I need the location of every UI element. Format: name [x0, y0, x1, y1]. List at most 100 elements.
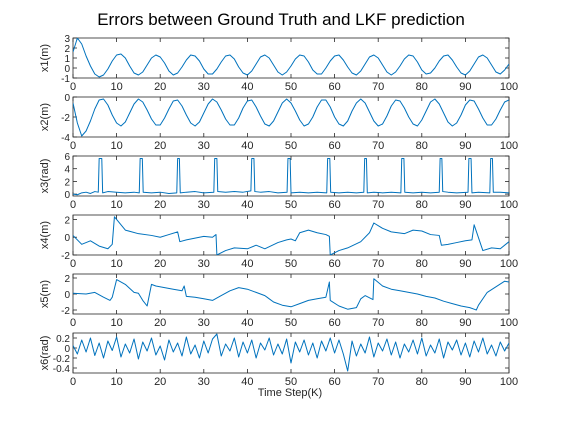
- y-tick-label-x6: -0.4: [53, 364, 71, 375]
- x-tick-label-x2: 60: [328, 140, 340, 152]
- x-tick-label-x4: 0: [70, 258, 76, 270]
- x-tick-label-x4: 70: [372, 258, 384, 270]
- y-tick-label-x5: 0: [64, 290, 70, 301]
- x-tick-label-x6: 100: [500, 376, 518, 388]
- x-tick-label-x5: 30: [198, 317, 210, 329]
- y-tick-label-x3: 0: [64, 190, 70, 201]
- x-tick-label-x3: 70: [372, 199, 384, 211]
- x-tick-label-x1: 70: [372, 81, 384, 93]
- axes-box-x6: [72, 332, 510, 374]
- x-tick-label-x4: 90: [459, 258, 471, 270]
- series-line-x1: [73, 38, 509, 78]
- x-tick-label-x2: 80: [416, 140, 428, 152]
- series-line-x6: [73, 333, 509, 372]
- series-line-x4: [73, 216, 509, 255]
- x-tick-label-x6: 0: [70, 376, 76, 388]
- x-tick-label-x5: 100: [500, 317, 518, 329]
- x-tick-label-x1: 90: [459, 81, 471, 93]
- y-tick-label-x2: -2: [61, 113, 70, 124]
- x-axis-label: Time Step(K): [258, 387, 322, 399]
- chart-title: Errors between Ground Truth and LKF pred…: [97, 10, 465, 29]
- x-tick-label-x2: 90: [459, 140, 471, 152]
- y-tick-label-x1: 3: [64, 34, 70, 45]
- y-axis-label-x3: x3(rad): [39, 159, 51, 194]
- x-tick-label-x6: 80: [416, 376, 428, 388]
- y-tick-label-x5: 2: [64, 274, 70, 285]
- y-axis-label-x2: x2(m): [39, 103, 51, 131]
- y-axis-label-x6: x6(rad): [39, 336, 51, 371]
- y-tick-label-x6: 0.2: [56, 334, 70, 345]
- y-tick-label-x1: 2: [64, 44, 70, 55]
- x-tick-label-x4: 80: [416, 258, 428, 270]
- x-tick-label-x5: 60: [328, 317, 340, 329]
- y-tick-label-x3: 4: [64, 165, 70, 176]
- y-tick-label-x2: -4: [61, 133, 70, 144]
- x-tick-label-x5: 20: [154, 317, 166, 329]
- x-tick-label-x1: 40: [241, 81, 253, 93]
- y-tick-label-x1: -1: [61, 74, 70, 85]
- x-tick-label-x1: 30: [198, 81, 210, 93]
- series-line-x2: [73, 98, 509, 137]
- x-tick-label-x4: 50: [285, 258, 297, 270]
- x-tick-label-x1: 10: [110, 81, 122, 93]
- x-tick-label-x1: 0: [70, 81, 76, 93]
- y-tick-label-x3: 2: [64, 177, 70, 188]
- x-tick-label-x5: 90: [459, 317, 471, 329]
- axes-box-x1: [72, 37, 510, 79]
- x-tick-label-x6: 60: [328, 376, 340, 388]
- axes-box-x4: [72, 214, 510, 256]
- x-tick-label-x1: 80: [416, 81, 428, 93]
- x-tick-label-x1: 60: [328, 81, 340, 93]
- x-tick-label-x6: 30: [198, 376, 210, 388]
- y-axis-label-x5: x5(m): [39, 280, 51, 308]
- subplot-x2: 0 10 20 30 40 50 60 70 80 90 100 -4 -2 0 x2(m): [39, 93, 518, 152]
- x-tick-label-x1: 20: [154, 81, 166, 93]
- y-tick-label-x6: 0: [64, 344, 70, 355]
- y-tick-label-x5: -2: [61, 306, 70, 317]
- x-tick-label-x5: 70: [372, 317, 384, 329]
- series-line-x5: [73, 278, 509, 311]
- y-tick-label-x3: 6: [64, 152, 70, 163]
- x-tick-label-x3: 50: [285, 199, 297, 211]
- subplot-x6: 0 10 20 30 40 50 60 70 80 90 100-0.4-0.200.2x6(rad…: [39, 332, 518, 388]
- x-tick-label-x6: 20: [154, 376, 166, 388]
- x-tick-label-x3: 30: [198, 199, 210, 211]
- x-tick-label-x4: 60: [328, 258, 340, 270]
- x-tick-label-x2: 40: [241, 140, 253, 152]
- x-tick-label-x4: 100: [500, 258, 518, 270]
- x-tick-label-x5: 0: [70, 317, 76, 329]
- x-tick-label-x3: 80: [416, 199, 428, 211]
- x-tick-label-x6: 10: [110, 376, 122, 388]
- x-tick-label-x5: 10: [110, 317, 122, 329]
- x-tick-label-x3: 0: [70, 199, 76, 211]
- x-tick-label-x4: 30: [198, 258, 210, 270]
- x-tick-label-x2: 0: [70, 140, 76, 152]
- y-tick-label-x4: 2: [64, 215, 70, 226]
- y-tick-label-x4: 0: [64, 233, 70, 244]
- x-tick-label-x1: 50: [285, 81, 297, 93]
- x-tick-label-x2: 70: [372, 140, 384, 152]
- x-tick-label-x6: 90: [459, 376, 471, 388]
- x-tick-label-x4: 20: [154, 258, 166, 270]
- series-line-x3: [73, 158, 509, 196]
- x-tick-label-x4: 40: [241, 258, 253, 270]
- x-tick-label-x5: 80: [416, 317, 428, 329]
- x-tick-label-x6: 50: [285, 376, 297, 388]
- x-tick-label-x5: 50: [285, 317, 297, 329]
- x-tick-label-x3: 100: [500, 199, 518, 211]
- x-tick-label-x6: 70: [372, 376, 384, 388]
- x-tick-label-x2: 30: [198, 140, 210, 152]
- x-tick-label-x6: 40: [241, 376, 253, 388]
- y-axis-label-x4: x4(m): [39, 221, 51, 249]
- x-tick-label-x2: 50: [285, 140, 297, 152]
- x-tick-label-x2: 10: [110, 140, 122, 152]
- x-tick-label-x2: 100: [500, 140, 518, 152]
- x-tick-label-x3: 60: [328, 199, 340, 211]
- y-tick-label-x1: 1: [64, 54, 70, 65]
